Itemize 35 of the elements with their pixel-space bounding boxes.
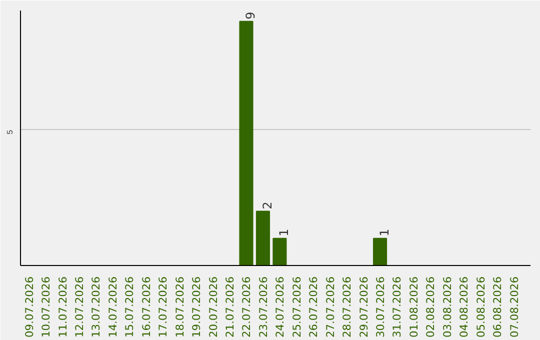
x-tick-label: 10.07.2026 [40,276,53,338]
x-tick-label: 22.07.2026 [240,276,254,338]
x-tick-label: 29.07.2026 [357,276,370,338]
x-tick-label: 12.07.2026 [73,276,86,338]
x-tick-label: 26.07.2026 [307,276,320,338]
x-tick-label: 02.08.2026 [424,276,438,338]
x-tick-label: 24.07.2026 [274,276,287,338]
x-tick-label: 14.07.2026 [106,276,120,338]
x-tick-label: 01.08.2026 [407,276,420,338]
x-tick-label: 31.07.2026 [390,276,404,338]
x-tick-label: 20.07.2026 [206,276,220,338]
x-tick-label: 06.08.2026 [491,276,504,338]
x-tick-label: 18.07.2026 [173,276,186,338]
x-tick-label: 27.07.2026 [324,276,337,338]
x-tick-label: 16.07.2026 [140,276,153,338]
x-tick-label: 09.07.2026 [22,276,36,338]
x-tick-label: 19.07.2026 [190,276,204,338]
data-label: 1 [277,228,292,236]
y-tick-label: 5 [6,129,14,134]
x-tick-label: 11.07.2026 [56,276,70,338]
data-label: 1 [378,228,392,236]
x-tick-label: 07.08.2026 [508,276,521,338]
x-tick-label: 23.07.2026 [256,276,270,338]
x-tick-label: 13.07.2026 [90,276,103,338]
x-tick-label: 04.08.2026 [458,276,471,338]
x-tick-label: 25.07.2026 [290,276,304,338]
x-tick-label: 21.07.2026 [224,276,237,338]
x-tick-label: 28.07.2026 [340,276,354,338]
x-tick-label: 17.07.2026 [156,276,170,338]
data-label: 2 [260,202,274,210]
x-tick-label: 03.08.2026 [440,276,454,338]
data-label: 9 [244,12,258,20]
x-tick-label: 05.08.2026 [474,276,488,338]
x-tick-label: 30.07.2026 [374,276,388,338]
x-tick-label: 15.07.2026 [123,276,136,338]
